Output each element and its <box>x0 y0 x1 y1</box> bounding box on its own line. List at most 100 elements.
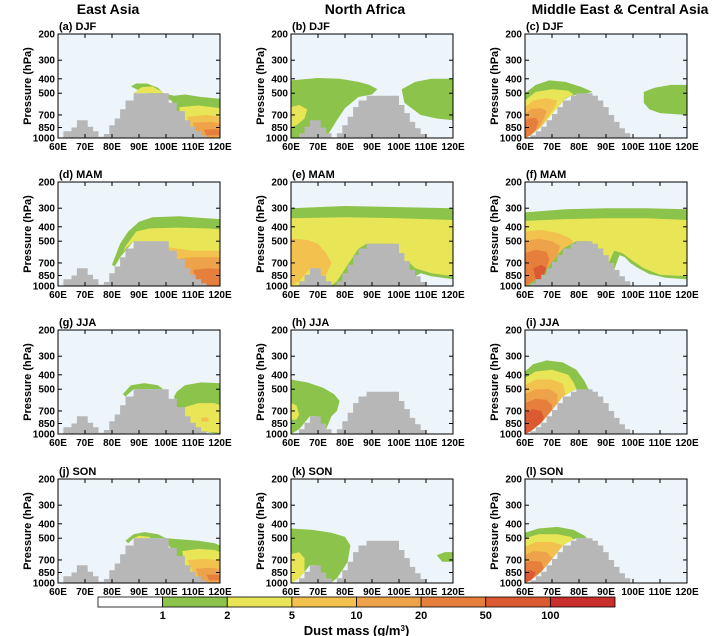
column-title-middle-east: Middle East & Central Asia <box>532 1 709 17</box>
colorbar-label: 2 <box>224 610 230 622</box>
y-tick-label: 1000 <box>500 282 523 293</box>
panel-title: (c) DJF <box>526 21 564 33</box>
panel-title: (i) JJA <box>526 317 560 329</box>
x-tick-label: 90E <box>130 438 148 449</box>
y-tick-label: 1000 <box>33 430 56 441</box>
x-tick-label: 60E <box>516 142 534 153</box>
y-tick-label: 850 <box>505 271 522 282</box>
y-tick-label: 200 <box>505 178 522 189</box>
x-tick-label: 70E <box>543 438 561 449</box>
x-tick-label: 110E <box>649 438 672 449</box>
terrain <box>525 538 631 583</box>
dust-contour-level-1 <box>401 78 453 121</box>
x-tick-label: 60E <box>49 290 67 301</box>
x-tick-label: 110E <box>415 587 438 598</box>
x-tick-label: 110E <box>649 142 672 153</box>
x-tick-label: 70E <box>309 142 327 153</box>
x-tick-label: 80E <box>336 438 354 449</box>
dust-contour-level-6 <box>525 409 544 434</box>
x-tick-label: 90E <box>363 438 381 449</box>
y-axis-label: Pressure (hPa) <box>489 492 501 570</box>
x-tick-label: 80E <box>103 290 121 301</box>
y-tick-label: 400 <box>38 370 55 381</box>
y-tick-label: 400 <box>271 74 288 85</box>
x-tick-label: 70E <box>76 290 94 301</box>
y-tick-label: 700 <box>38 110 55 121</box>
dust-contour-level-1 <box>643 84 687 115</box>
x-tick-label: 120E <box>441 290 465 301</box>
terrain <box>291 95 426 138</box>
y-axis-label: Pressure (hPa) <box>255 343 267 421</box>
terrain <box>58 389 207 434</box>
x-tick-label: 70E <box>76 142 94 153</box>
x-tick-label: 90E <box>130 587 148 598</box>
y-tick-label: 300 <box>271 204 288 215</box>
y-tick-label: 500 <box>271 237 288 248</box>
y-tick-label: 500 <box>38 237 55 248</box>
panel-title: (d) MAM <box>59 169 102 181</box>
x-tick-label: 80E <box>103 142 121 153</box>
y-tick-label: 1000 <box>266 579 289 590</box>
x-tick-label: 110E <box>182 438 205 449</box>
y-tick-label: 1000 <box>500 134 523 145</box>
x-tick-label: 120E <box>208 438 232 449</box>
y-tick-label: 850 <box>271 271 288 282</box>
y-axis-label: Pressure (hPa) <box>489 343 501 421</box>
x-tick-label: 120E <box>675 290 699 301</box>
x-tick-label: 90E <box>363 142 381 153</box>
x-tick-label: 120E <box>675 587 699 598</box>
colorbar-segment <box>97 596 164 608</box>
y-tick-label: 500 <box>38 385 55 396</box>
x-tick-label: 90E <box>597 290 615 301</box>
panel-title: (l) SON <box>526 466 563 478</box>
terrain <box>525 93 631 138</box>
y-tick-label: 200 <box>38 30 55 41</box>
colorbar-segment <box>549 596 616 608</box>
y-tick-label: 1000 <box>500 579 523 590</box>
dust-contour-level-1 <box>122 383 164 397</box>
x-tick-label: 110E <box>182 290 205 301</box>
y-tick-label: 1000 <box>33 134 56 145</box>
x-tick-label: 100E <box>387 438 411 449</box>
y-tick-label: 700 <box>505 406 522 417</box>
y-tick-label: 500 <box>271 89 288 100</box>
x-tick-label: 90E <box>363 290 381 301</box>
y-tick-label: 850 <box>38 568 55 579</box>
x-tick-label: 60E <box>282 438 300 449</box>
y-tick-label: 400 <box>38 222 55 233</box>
y-tick-label: 850 <box>271 568 288 579</box>
y-tick-label: 700 <box>271 406 288 417</box>
x-tick-label: 100E <box>387 142 411 153</box>
y-tick-label: 700 <box>505 555 522 566</box>
x-tick-label: 90E <box>130 142 148 153</box>
x-tick-label: 60E <box>282 142 300 153</box>
colorbar-label: 20 <box>415 610 427 622</box>
y-tick-label: 200 <box>505 326 522 337</box>
y-axis-label: Pressure (hPa) <box>489 47 501 125</box>
x-tick-label: 80E <box>336 587 354 598</box>
y-tick-label: 400 <box>271 519 288 530</box>
y-tick-label: 300 <box>271 352 288 363</box>
x-tick-label: 70E <box>309 587 327 598</box>
colorbar-segment <box>291 596 357 608</box>
x-tick-label: 120E <box>441 587 465 598</box>
dust-contour-level-2 <box>291 105 308 127</box>
dust-contour-level-5 <box>525 117 539 138</box>
x-tick-label: 90E <box>597 142 615 153</box>
y-tick-label: 500 <box>505 237 522 248</box>
y-tick-label: 200 <box>271 30 288 41</box>
dust-contour-level-5 <box>206 574 220 581</box>
column-title-north-africa: North Africa <box>325 1 406 17</box>
x-tick-label: 90E <box>597 587 615 598</box>
y-tick-label: 400 <box>505 222 522 233</box>
y-tick-label: 500 <box>38 89 55 100</box>
y-axis-label: Pressure (hPa) <box>255 195 267 273</box>
x-tick-label: 70E <box>543 142 561 153</box>
x-tick-label: 120E <box>208 290 232 301</box>
dust-contour-level-6 <box>525 570 536 583</box>
